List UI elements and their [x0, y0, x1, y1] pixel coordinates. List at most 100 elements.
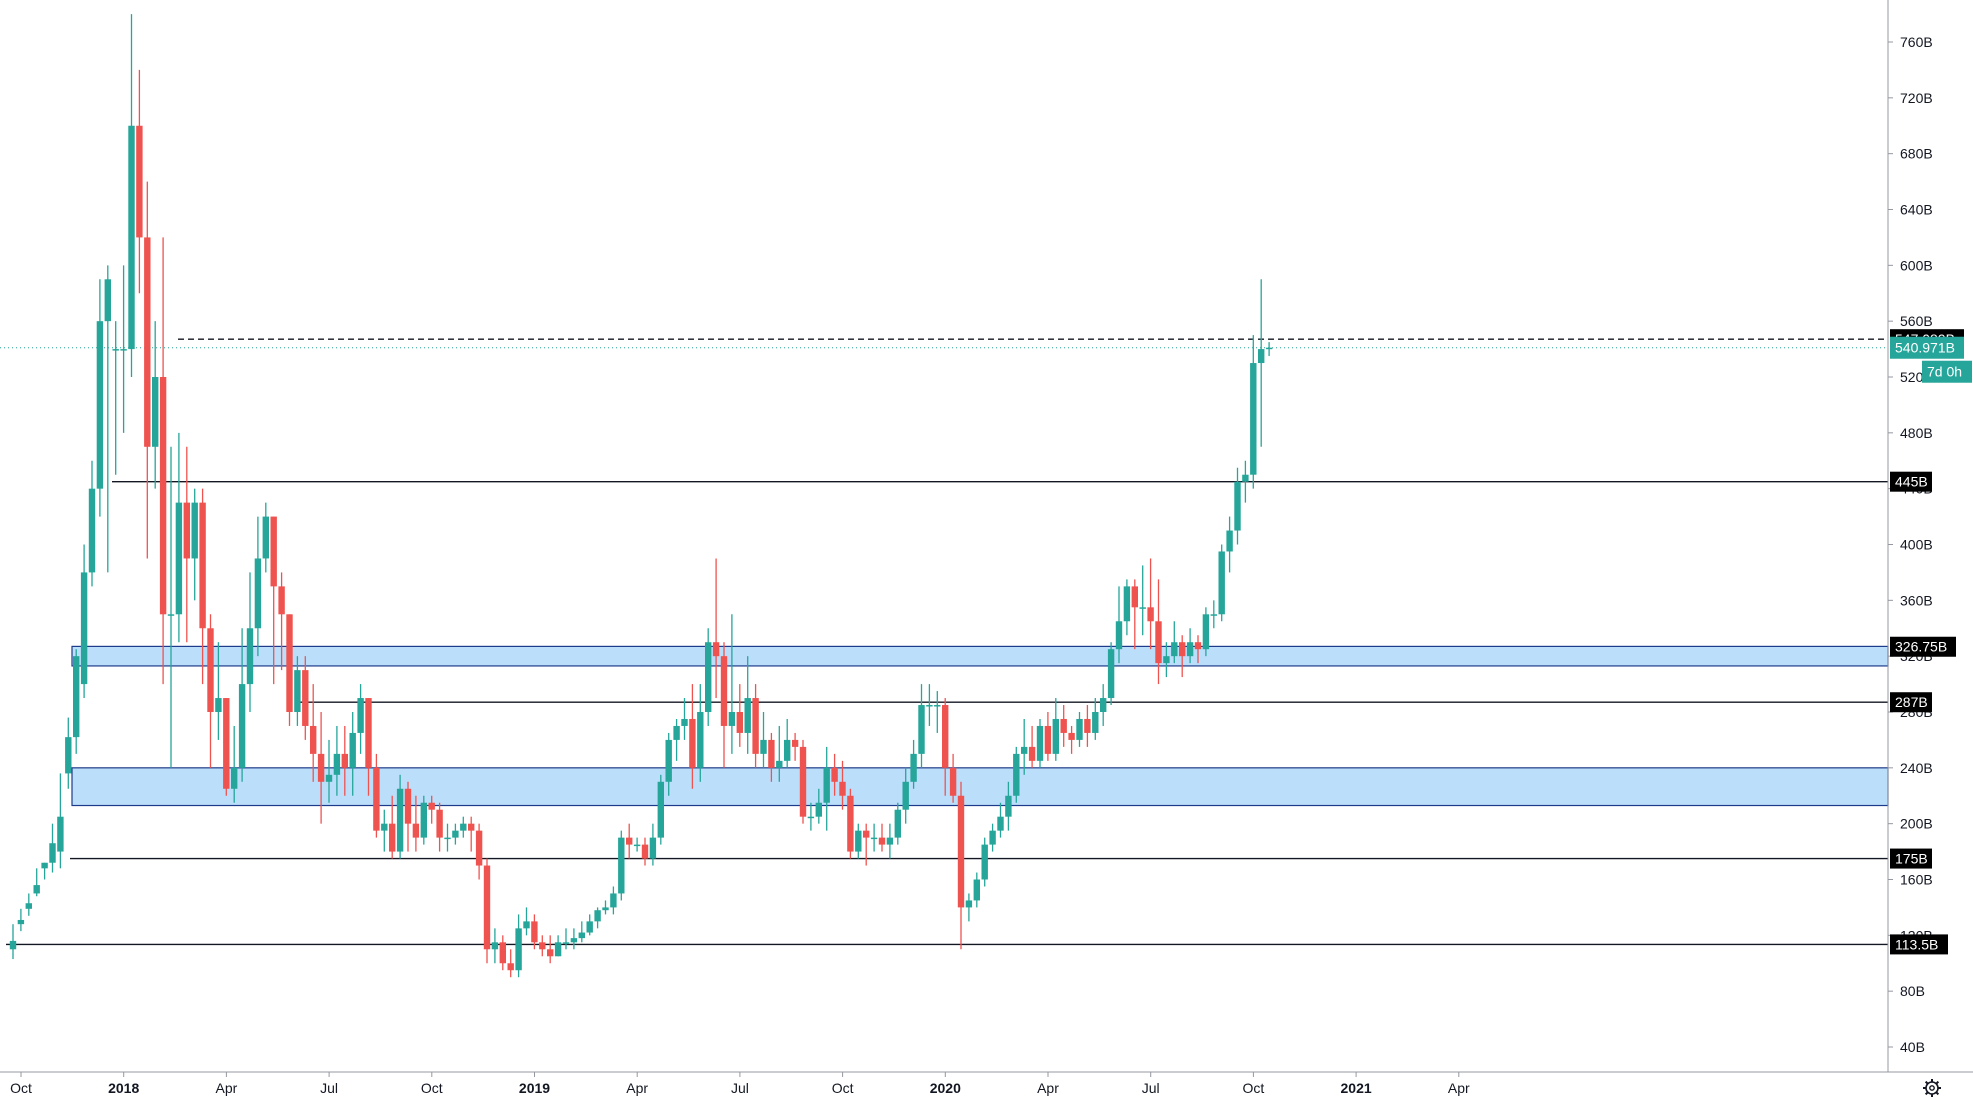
candle-152[interactable]	[1210, 600, 1217, 629]
candle-19[interactable]	[159, 237, 167, 685]
candle-61[interactable]	[491, 928, 499, 964]
candle-110[interactable]	[878, 823, 886, 852]
candle-95[interactable]	[760, 712, 767, 768]
candle-63[interactable]	[507, 949, 514, 978]
candle-12[interactable]	[104, 265, 111, 573]
candle-50[interactable]	[404, 781, 412, 852]
candle-49[interactable]	[396, 774, 404, 859]
candle-74[interactable]	[594, 907, 601, 929]
candle-40[interactable]	[325, 739, 333, 803]
candle-31[interactable]	[254, 516, 262, 657]
candle-151[interactable]	[1202, 607, 1210, 657]
candle-55[interactable]	[444, 823, 451, 852]
candle-92[interactable]	[736, 684, 743, 747]
candle-133[interactable]	[1060, 705, 1067, 747]
candle-15[interactable]	[128, 14, 135, 377]
candle-145[interactable]	[1155, 579, 1162, 685]
candle-144[interactable]	[1147, 558, 1154, 650]
candle-0[interactable]	[9, 924, 17, 960]
candle-123[interactable]	[981, 837, 988, 887]
candle-108[interactable]	[863, 823, 870, 866]
candle-83[interactable]	[665, 732, 672, 796]
candle-11[interactable]	[96, 279, 104, 517]
candle-71[interactable]	[570, 928, 578, 950]
candle-77[interactable]	[618, 830, 625, 901]
candle-73[interactable]	[586, 914, 593, 936]
candle-9[interactable]	[80, 544, 88, 699]
candle-132[interactable]	[1052, 698, 1059, 761]
candle-119[interactable]	[949, 753, 957, 803]
candle-101[interactable]	[807, 802, 815, 831]
candle-128[interactable]	[1021, 718, 1028, 775]
candle-29[interactable]	[238, 628, 246, 782]
candle-22[interactable]	[183, 446, 190, 643]
candle-64[interactable]	[515, 914, 522, 978]
candle-129[interactable]	[1028, 725, 1036, 768]
candle-87[interactable]	[697, 684, 704, 782]
candle-3[interactable]	[33, 868, 40, 897]
candle-25[interactable]	[207, 614, 214, 768]
candle-23[interactable]	[191, 488, 198, 601]
candle-157[interactable]	[1250, 335, 1257, 489]
candle-67[interactable]	[539, 935, 546, 957]
candle-68[interactable]	[547, 935, 554, 964]
candle-147[interactable]	[1171, 621, 1178, 664]
candle-94[interactable]	[752, 684, 759, 768]
candle-65[interactable]	[523, 907, 530, 936]
candle-28[interactable]	[231, 725, 238, 803]
candle-18[interactable]	[152, 321, 159, 489]
candle-45[interactable]	[365, 698, 372, 796]
candle-37[interactable]	[302, 656, 309, 740]
candle-111[interactable]	[886, 823, 894, 859]
candle-109[interactable]	[870, 823, 878, 852]
candle-82[interactable]	[657, 774, 664, 845]
candle-78[interactable]	[626, 823, 633, 859]
candle-48[interactable]	[389, 795, 396, 859]
candle-20[interactable]	[167, 446, 175, 768]
candle-6[interactable]	[57, 773, 64, 869]
candle-126[interactable]	[1005, 781, 1012, 831]
candle-102[interactable]	[815, 788, 822, 824]
candle-153[interactable]	[1218, 544, 1225, 622]
candle-142[interactable]	[1131, 579, 1138, 650]
candle-44[interactable]	[357, 684, 364, 754]
candle-148[interactable]	[1179, 635, 1186, 678]
candle-135[interactable]	[1076, 712, 1083, 747]
candle-57[interactable]	[460, 816, 467, 838]
candle-140[interactable]	[1115, 586, 1123, 664]
candle-34[interactable]	[278, 572, 285, 671]
candle-72[interactable]	[578, 921, 585, 943]
price-axis[interactable]: 40B80B120B160B200B240B280B320B360B400B44…	[1887, 0, 1933, 1072]
candle-86[interactable]	[689, 684, 696, 789]
candle-39[interactable]	[317, 712, 325, 824]
candle-66[interactable]	[531, 914, 538, 950]
candle-90[interactable]	[720, 642, 728, 768]
time-axis[interactable]: Oct 2018 Apr Jul Oct 2019 Apr Jul Oct 2020 Apr Jul O…	[0, 1071, 1973, 1096]
candle-32[interactable]	[262, 502, 269, 573]
candle-122[interactable]	[973, 872, 980, 908]
candle-156[interactable]	[1242, 460, 1249, 503]
candle-4[interactable]	[41, 862, 48, 880]
candle-14[interactable]	[120, 265, 127, 433]
candle-76[interactable]	[610, 886, 617, 915]
candle-53[interactable]	[428, 795, 435, 824]
candle-1[interactable]	[17, 908, 25, 932]
candle-38[interactable]	[310, 684, 317, 782]
candle-146[interactable]	[1163, 642, 1170, 678]
candle-79[interactable]	[633, 837, 641, 852]
candle-136[interactable]	[1084, 705, 1091, 747]
candle-81[interactable]	[649, 823, 657, 866]
candle-54[interactable]	[436, 802, 443, 852]
candle-155[interactable]	[1234, 467, 1241, 545]
candle-127[interactable]	[1013, 746, 1020, 803]
candle-56[interactable]	[452, 823, 459, 845]
candle-13[interactable]	[112, 321, 119, 475]
candle-100[interactable]	[799, 739, 807, 824]
candle-59[interactable]	[475, 823, 483, 880]
candle-131[interactable]	[1044, 712, 1052, 761]
candle-130[interactable]	[1036, 718, 1044, 768]
candle-84[interactable]	[673, 718, 680, 761]
candle-112[interactable]	[894, 802, 901, 845]
candle-46[interactable]	[373, 753, 380, 838]
candle-97[interactable]	[776, 725, 783, 782]
